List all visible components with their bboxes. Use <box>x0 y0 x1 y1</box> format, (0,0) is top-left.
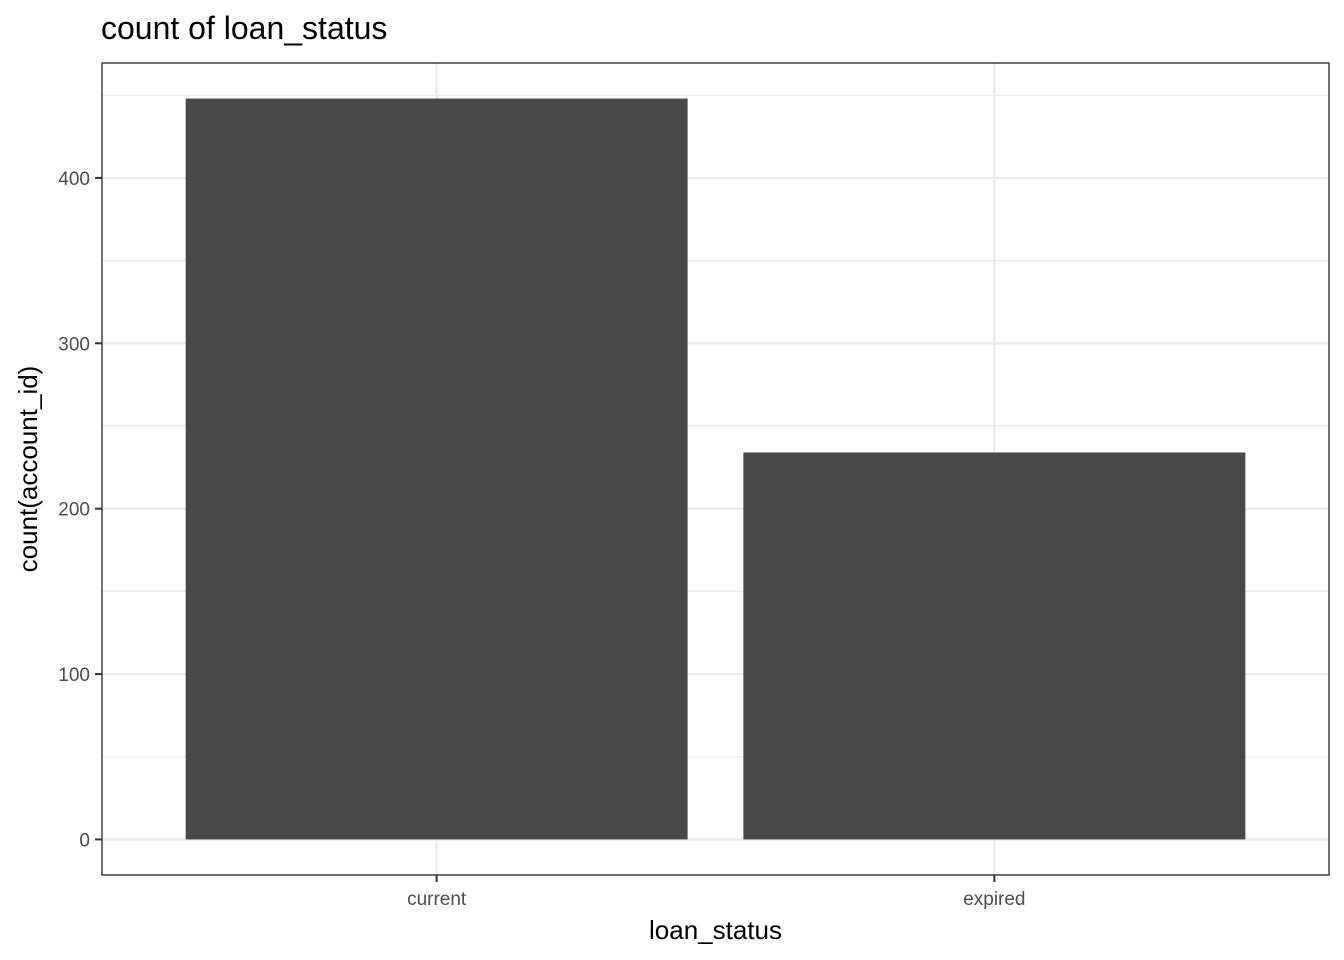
chart-title: count of loan_status <box>101 10 387 46</box>
y-tick-label: 200 <box>58 500 90 521</box>
bars <box>185 98 1246 840</box>
y-axis-title: count(account_id) <box>13 366 43 573</box>
y-tick-label: 400 <box>58 169 90 190</box>
bar-expired <box>743 452 1246 840</box>
x-axis: current expired <box>407 875 1026 910</box>
bar-current <box>185 98 688 840</box>
x-tick-label: expired <box>963 889 1025 910</box>
y-tick-label: 100 <box>58 665 90 686</box>
plot-panel-border <box>101 62 1330 876</box>
x-axis-title: loan_status <box>649 915 782 945</box>
x-tick-label: current <box>407 889 467 910</box>
y-axis: 0 100 200 300 400 <box>58 169 102 851</box>
y-tick-label: 300 <box>58 334 90 355</box>
y-tick-label: 0 <box>79 830 90 851</box>
